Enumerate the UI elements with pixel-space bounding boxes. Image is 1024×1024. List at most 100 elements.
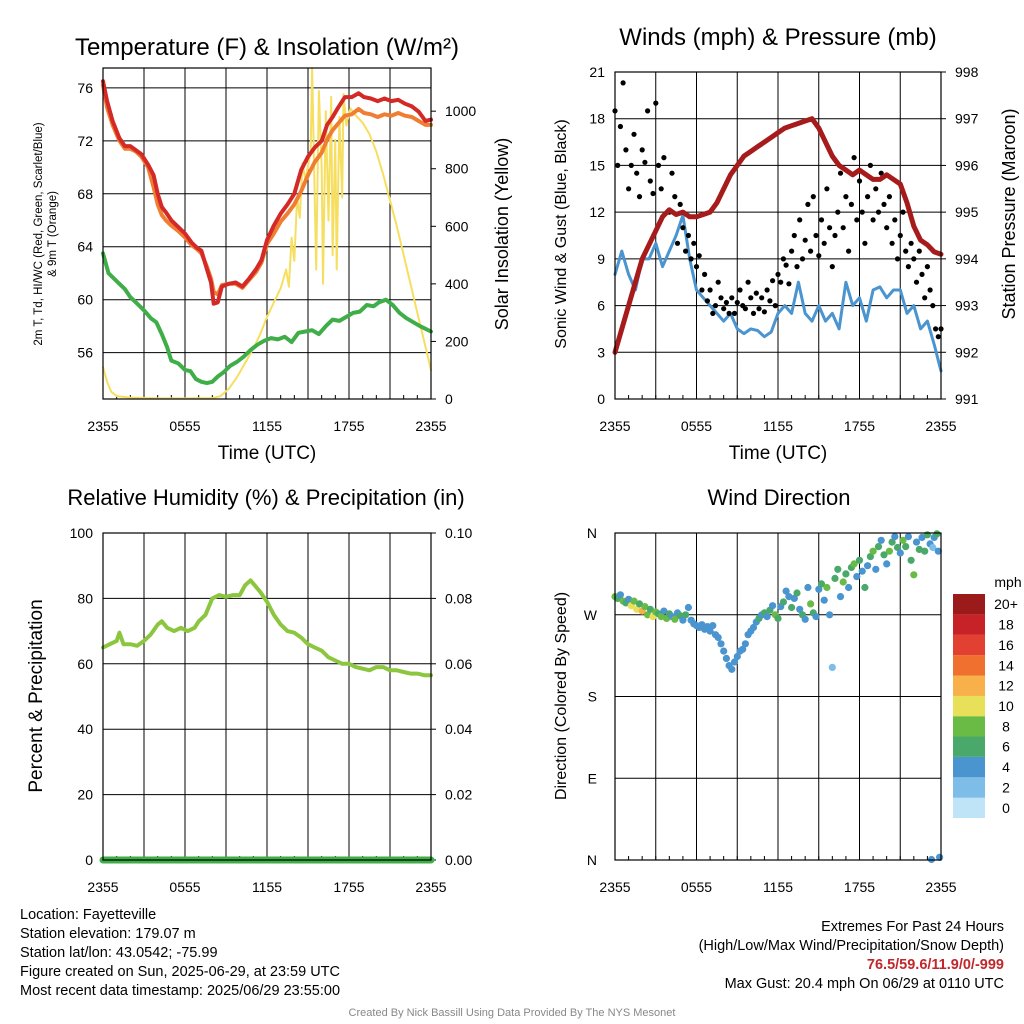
direction-point: [720, 647, 728, 655]
gust-point: [634, 170, 640, 176]
station-location: Location: Fayetteville: [20, 907, 157, 923]
direction-point: [739, 645, 747, 653]
direction-point: [820, 596, 828, 604]
y-tick-label-left: 80: [77, 590, 93, 606]
direction-point: [749, 623, 758, 632]
direction-point: [660, 607, 668, 615]
gust-point: [702, 271, 708, 277]
gust-point: [631, 131, 637, 137]
direction-point: [899, 536, 907, 544]
gust-point: [821, 240, 827, 246]
gust-point: [854, 217, 860, 223]
gust-point: [712, 303, 719, 309]
gust-point: [916, 248, 922, 254]
x-tick-label: 0555: [681, 418, 712, 434]
gust-point: [677, 201, 683, 207]
gust-point: [919, 271, 925, 277]
gust-point: [905, 264, 912, 270]
colorbar-swatch: [953, 695, 985, 717]
gust-point: [704, 298, 711, 304]
x-tick-label: 0555: [681, 879, 712, 895]
gust-point: [892, 217, 898, 223]
y-tick-label-left: 12: [589, 204, 605, 220]
x-tick-label: 1155: [763, 418, 793, 434]
gust-point: [878, 170, 884, 176]
direction-point: [907, 556, 915, 564]
x-tick-label: 1755: [844, 418, 875, 434]
direction-point: [796, 605, 804, 613]
direction-point: [850, 560, 858, 568]
colorbar-swatch: [953, 716, 985, 737]
dewpoint-line: [101, 251, 433, 386]
gust-point: [721, 306, 727, 312]
colorbar-label: 16: [998, 637, 1014, 653]
temperature-panel: 2355 0555 1155 1755 2355 56 60 64 68 72 76 0 200 400 6…: [77, 67, 476, 434]
y-tick-label-left: 60: [77, 656, 93, 672]
winds-title: Winds (mph) & Pressure (mb): [619, 24, 936, 51]
colorbar-swatch: [953, 756, 985, 778]
extremes-values: 76.5/59.6/11.9/0/-999: [866, 957, 1004, 973]
colorbar-swatch: [953, 675, 985, 696]
insolation-line: [102, 67, 432, 400]
extremes-subheading: (High/Low/Max Wind/Precipitation/Snow De…: [698, 938, 1004, 954]
gust-point: [835, 209, 841, 215]
gust-point: [875, 209, 882, 215]
gust-point: [867, 162, 874, 168]
colorbar-label: 12: [998, 678, 1014, 694]
direction-point: [782, 587, 790, 595]
gust-point: [886, 194, 893, 200]
gust-point: [911, 256, 917, 262]
direction-point: [763, 613, 771, 621]
direction-point: [817, 580, 826, 588]
gust-point: [840, 225, 846, 231]
gust-point: [935, 334, 941, 340]
direction-point: [788, 603, 796, 612]
gust-point: [653, 100, 659, 106]
y-tick-label-left: 21: [589, 64, 605, 80]
gust-point: [683, 248, 689, 254]
gust-point: [930, 303, 936, 309]
y-tick-label-right: 200: [445, 333, 469, 349]
colorbar-swatch: [953, 736, 985, 757]
x-tick-label: 2355: [87, 879, 118, 895]
direction-point: [728, 665, 736, 673]
y-tick-label-right: 0.00: [445, 852, 472, 868]
colorbar-label: 2: [1002, 780, 1010, 796]
direction-point: [815, 585, 823, 593]
direction-point: [864, 562, 872, 570]
gust-point: [770, 278, 776, 284]
colorbar-label: 4: [1002, 759, 1010, 775]
gust-point: [799, 256, 806, 262]
gust-point: [903, 248, 909, 254]
direction-point: [646, 605, 654, 613]
direction-point: [869, 547, 877, 555]
y-tick-label-right: 996: [955, 157, 979, 173]
direction-point: [823, 583, 831, 592]
gust-point: [623, 147, 629, 153]
colorbar-label: 0: [1002, 800, 1010, 816]
gust-point: [685, 232, 692, 239]
y-tick-label-right: 995: [955, 204, 979, 220]
gust-point: [729, 295, 735, 301]
y-tick-label-right: 0.08: [445, 590, 472, 606]
gust-point: [813, 232, 819, 239]
gust-point: [894, 256, 901, 262]
direction-point: [812, 613, 820, 621]
direction-point: [912, 538, 921, 546]
y-tick-label-left: 76: [77, 80, 93, 96]
y-tick-label-left: 6: [597, 298, 605, 314]
colorbar-label: 8: [1002, 718, 1010, 734]
gust-point: [680, 225, 686, 231]
direction-point: [804, 583, 812, 592]
direction-point: [793, 589, 801, 597]
direction-point: [630, 597, 638, 605]
gust-point: [808, 248, 814, 254]
extremes-info: Extremes For Past 24 Hours (High/Low/Max…: [699, 918, 1004, 994]
direction-point: [904, 533, 913, 541]
gust-point: [818, 217, 825, 223]
y-tick-label-right: 997: [955, 111, 979, 127]
gust-point: [707, 287, 713, 293]
gust-point: [620, 80, 626, 86]
y-tick-label-right: 998: [955, 64, 979, 80]
y-tick-label-left: 60: [77, 292, 93, 308]
